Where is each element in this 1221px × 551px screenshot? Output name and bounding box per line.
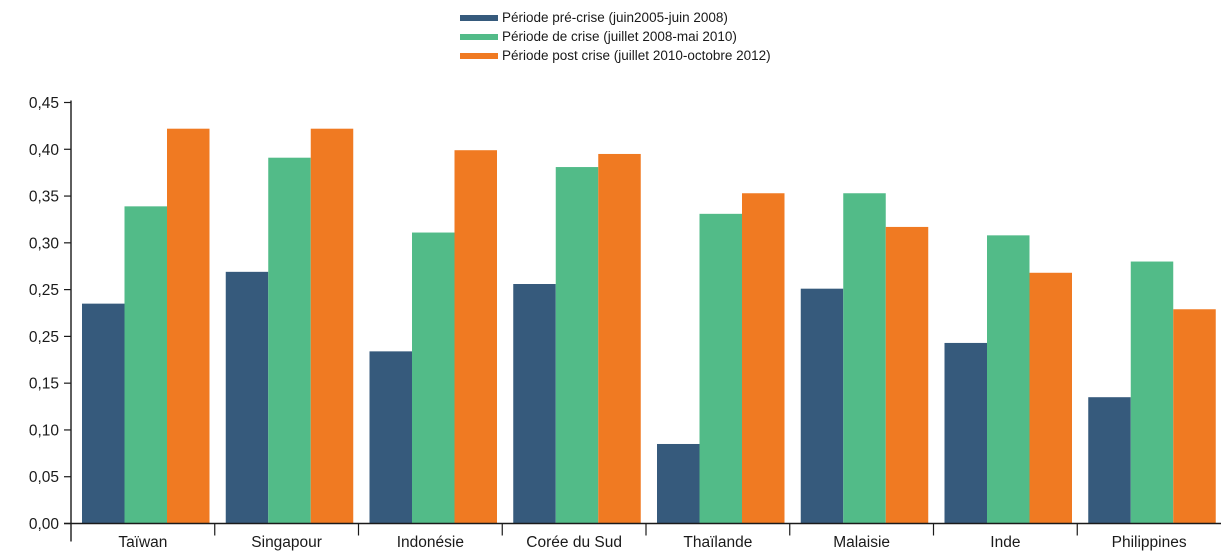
x-tick-label: Indonésie [397,534,464,551]
bar [412,232,455,524]
y-tick-label: 0,45 [29,95,59,112]
y-tick-label: 0,30 [29,235,60,252]
legend-item-pre-crise: Période pré-crise (juin2005-juin 2008) [460,8,880,27]
legend-item-post-crise: Période post crise (juillet 2010-octobre… [460,46,880,65]
x-tick-label: Thaïlande [683,534,752,551]
y-tick-label: 0,15 [29,376,59,393]
bar [167,128,210,524]
x-tick-label: Inde [990,534,1020,551]
bar [225,271,269,524]
bar [1029,272,1072,524]
bar [369,351,412,524]
bar [944,342,987,524]
y-tick-label: 0,35 [29,189,59,206]
y-tick-label: 0,25 [29,329,59,346]
bar [987,235,1030,524]
y-tick-label: 0,05 [29,469,59,486]
legend-item-crise: Période de crise (juillet 2008-mai 2010) [460,27,880,46]
bar [124,206,167,524]
bar [1173,309,1216,524]
legend-swatch-crise [460,33,498,40]
bar [657,443,700,524]
bar [843,193,886,524]
legend-swatch-pre-crise [460,14,498,21]
bar [598,153,641,524]
x-tick-label: Corée du Sud [526,534,622,551]
legend: Période pré-crise (juin2005-juin 2008) P… [460,8,880,65]
legend-label-post-crise: Période post crise (juillet 2010-octobre… [502,48,771,63]
bar [513,284,556,524]
bar [885,226,929,524]
legend-swatch-post-crise [460,52,498,59]
y-tick-label: 0,25 [29,282,59,299]
x-tick-label: Philippines [1112,534,1187,551]
bar [800,288,844,524]
legend-label-pre-crise: Période pré-crise (juin2005-juin 2008) [502,10,728,25]
bar [454,150,497,524]
bar [742,193,785,524]
x-tick-label: Taïwan [118,534,167,551]
bar [310,128,354,524]
y-tick-label: 0,00 [29,516,60,533]
y-tick-label: 0,10 [29,422,60,439]
bar [268,157,311,524]
x-tick-label: Malaisie [833,534,890,551]
y-tick-label: 0,40 [29,142,60,159]
legend-label-crise: Période de crise (juillet 2008-mai 2010) [502,29,737,44]
bar [555,167,599,524]
bar [1088,397,1131,524]
bar [82,303,125,524]
bar [699,213,742,524]
bar [1130,261,1174,524]
x-tick-label: Singapour [251,534,322,551]
